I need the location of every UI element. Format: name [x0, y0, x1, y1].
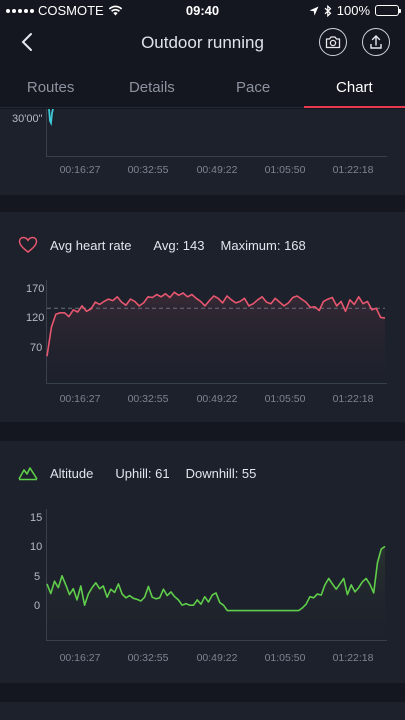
- heart-rate-area: [47, 292, 385, 383]
- hr-y-tick: 170: [26, 283, 44, 295]
- alt-y-tick: 15: [30, 512, 42, 524]
- heart-rate-max: Maximum: 168: [220, 237, 306, 253]
- pace-x-axis: 00:16:27 00:32:55 00:49:22 01:05:50 01:2…: [60, 164, 374, 176]
- pace-x-tick: 00:16:27: [60, 164, 101, 176]
- tab-routes[interactable]: Routes: [26, 79, 75, 96]
- hr-x-tick: 00:32:55: [128, 393, 169, 405]
- upload-icon: [370, 35, 382, 49]
- hr-y-tick: 70: [30, 342, 42, 354]
- alt-x-tick: 01:05:50: [265, 652, 306, 664]
- alt-x-tick: 00:32:55: [128, 652, 169, 664]
- hr-y-tick: 120: [26, 312, 44, 324]
- heart-rate-header: Avg heart rate Avg: 143 Maximum: 168: [18, 236, 306, 254]
- heart-rate-card: Avg heart rate Avg: 143 Maximum: 168 170…: [0, 212, 405, 422]
- altitude-x-axis: 00:16:27 00:32:55 00:49:22 01:05:50 01:2…: [60, 652, 374, 664]
- pace-line: [48, 108, 54, 127]
- pace-x-tick: 01:22:18: [333, 164, 374, 176]
- status-time: 09:40: [185, 3, 220, 18]
- hr-x-tick: 00:16:27: [60, 393, 101, 405]
- status-left: COSMOTE: [6, 3, 123, 18]
- hr-x-tick: 00:49:22: [197, 393, 238, 405]
- altitude-uphill: Uphill: 61: [115, 465, 170, 481]
- signal-icon: [6, 8, 34, 13]
- wifi-icon: [108, 5, 122, 16]
- heart-rate-x-axis: 00:16:27 00:32:55 00:49:22 01:05:50 01:2…: [60, 393, 374, 405]
- alt-y-tick: 5: [34, 571, 40, 583]
- pace-x-tick: 00:32:55: [128, 164, 169, 176]
- app-header: Outdoor running: [0, 20, 405, 64]
- alt-y-tick: 0: [34, 600, 40, 612]
- status-bar: COSMOTE 09:40 100%: [0, 0, 405, 20]
- battery-percent: 100%: [336, 3, 370, 18]
- alt-x-tick: 00:16:27: [60, 652, 101, 664]
- tab-details[interactable]: Details: [128, 79, 175, 96]
- location-arrow-icon: [309, 6, 319, 15]
- mountain-icon: [18, 467, 38, 481]
- tab-bar: Routes Details Pace Chart: [0, 64, 405, 108]
- bluetooth-icon: [324, 4, 332, 17]
- pace-chart: 30'00" 00:16:27 00:32:55 00:49:22 01:05:…: [12, 108, 387, 176]
- carrier-label: COSMOTE: [38, 3, 104, 18]
- heart-rate-line: [46, 291, 386, 357]
- back-button[interactable]: [16, 30, 40, 54]
- altitude-header: Altitude Uphill: 61 Downhill: 55: [18, 465, 256, 481]
- tab-chart[interactable]: Chart: [303, 64, 405, 108]
- altitude-downhill: Downhill: 55: [185, 465, 257, 481]
- alt-x-tick: 01:22:18: [333, 652, 374, 664]
- chevron-left-icon: [21, 33, 32, 51]
- altitude-line: [46, 545, 386, 612]
- heart-rate-title: Avg heart rate: [50, 237, 132, 253]
- altitude-chart: 15 10 5 0 00:16:27 00:32:55 00:49:22 01:…: [30, 509, 387, 664]
- altitude-y-axis: 15 10 5 0: [30, 512, 42, 612]
- tab-pace[interactable]: Pace: [236, 79, 271, 96]
- status-right: 100%: [309, 3, 401, 18]
- next-card: [0, 702, 405, 720]
- hr-x-tick: 01:05:50: [265, 393, 306, 405]
- pace-x-tick: 00:49:22: [197, 164, 238, 176]
- camera-icon: [325, 36, 341, 49]
- heart-rate-avg: Avg: 143: [153, 237, 205, 253]
- heart-rate-chart: 170 120 70 00:16:27 00:32:55 00:49:22 01…: [26, 280, 387, 405]
- pace-y-tick: 30'00": [12, 113, 43, 125]
- heart-outline-icon: [18, 236, 38, 253]
- altitude-card: Altitude Uphill: 61 Downhill: 55 15 10 5…: [0, 441, 405, 683]
- pace-card: 30'00" 00:16:27 00:32:55 00:49:22 01:05:…: [0, 108, 405, 195]
- alt-y-tick: 10: [30, 541, 42, 553]
- share-button[interactable]: [362, 28, 390, 56]
- screenshot-button[interactable]: [319, 28, 347, 56]
- heart-rate-y-axis: 170 120 70: [26, 283, 44, 354]
- altitude-marks: [46, 545, 386, 640]
- hr-x-tick: 01:22:18: [333, 393, 374, 405]
- alt-x-tick: 00:49:22: [197, 652, 238, 664]
- pace-x-tick: 01:05:50: [265, 164, 306, 176]
- altitude-title: Altitude: [50, 465, 94, 481]
- battery-icon: [375, 5, 401, 16]
- heart-rate-marks: [46, 291, 386, 383]
